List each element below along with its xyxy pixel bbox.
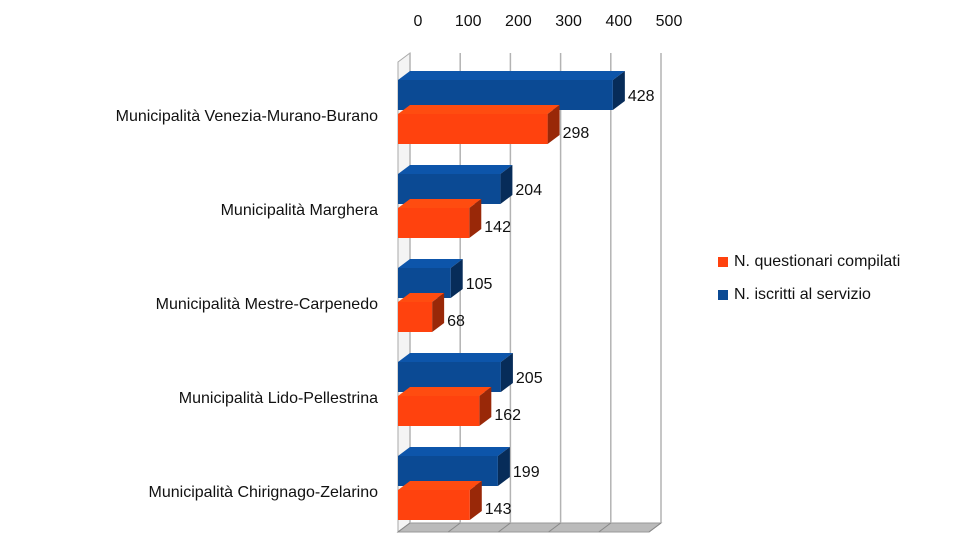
value-label: 199: [513, 464, 540, 481]
bar-side: [547, 105, 560, 144]
bar-side: [469, 481, 482, 520]
legend-label: N. iscritti al servizio: [734, 286, 871, 303]
bar: [398, 208, 470, 238]
y-tick-label: Municipalità Mestre-Carpenedo: [156, 296, 378, 313]
y-tick-label: Municipalità Marghera: [221, 202, 379, 219]
y-tick-label: Municipalità Lido-Pellestrina: [179, 390, 378, 407]
value-label: 105: [466, 276, 493, 293]
x-tick-label: 500: [656, 13, 683, 30]
value-label: 204: [515, 182, 542, 199]
bar-side: [479, 387, 492, 426]
value-label: 162: [494, 407, 521, 424]
bar-top: [398, 199, 482, 208]
y-tick-label: Municipalità Chirignago-Zelarino: [149, 484, 379, 501]
legend-swatch: [718, 290, 728, 300]
x-tick-label: 0: [414, 13, 423, 30]
value-label: 428: [628, 88, 655, 105]
bar-top: [398, 165, 513, 174]
floor-line: [397, 522, 411, 533]
x-tick-label: 200: [505, 13, 532, 30]
legend: N. questionari compilati N. iscritti al s…: [718, 253, 900, 303]
value-label: 68: [447, 313, 465, 330]
bar-side: [497, 447, 510, 486]
bar-side: [469, 199, 482, 238]
bar: [398, 396, 480, 426]
bar-top: [398, 293, 445, 302]
bar: [398, 114, 548, 144]
bar-top: [398, 71, 625, 80]
value-label: 205: [516, 370, 543, 387]
legend-label: N. questionari compilati: [734, 253, 900, 270]
bar-top: [398, 447, 510, 456]
value-label: 142: [484, 219, 511, 236]
bar-side: [500, 165, 513, 204]
bar-top: [398, 259, 463, 268]
y-tick-label: Municipalità Venezia-Murano-Burano: [116, 108, 378, 125]
value-label: 143: [485, 501, 512, 518]
floor-line: [548, 522, 561, 533]
floor-line: [498, 522, 511, 533]
bar-side: [450, 259, 463, 298]
bar-side: [612, 71, 625, 110]
bar-side: [432, 293, 445, 332]
x-tick-label: 300: [555, 13, 582, 30]
bar-top: [398, 387, 492, 396]
legend-swatch: [718, 257, 728, 267]
floor-line: [648, 522, 662, 533]
bar-side: [500, 353, 513, 392]
x-tick-label: 400: [605, 13, 632, 30]
floor-line: [598, 522, 612, 533]
floor-line: [447, 522, 461, 533]
bar-top: [398, 353, 513, 362]
floor: [396, 522, 663, 533]
value-label: 298: [563, 125, 590, 142]
bar-top: [398, 481, 482, 490]
bar-top: [398, 105, 560, 114]
bar: [398, 302, 433, 332]
x-tick-label: 100: [455, 13, 482, 30]
bar: [398, 490, 470, 520]
